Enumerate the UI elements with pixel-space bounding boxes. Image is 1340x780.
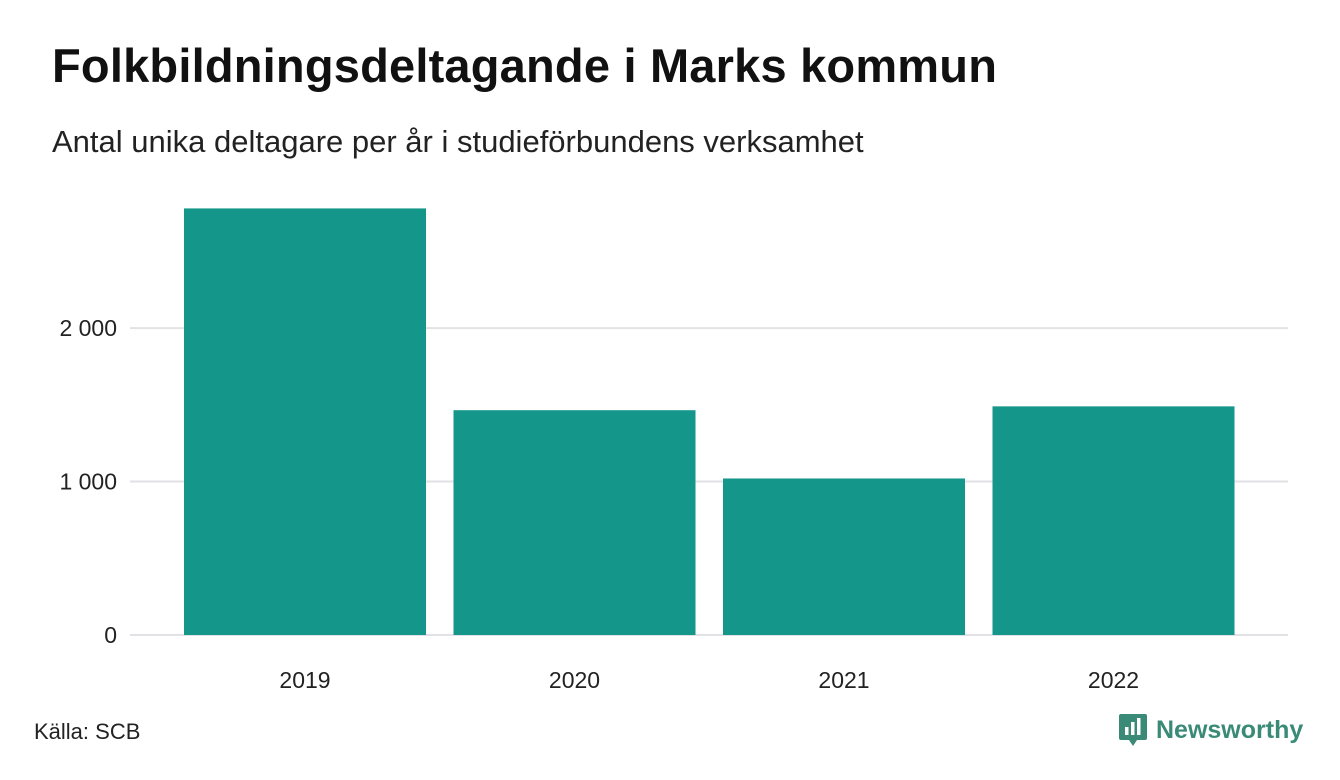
bar [184,208,426,635]
source-note: Källa: SCB [34,719,141,744]
x-tick-label: 2021 [818,667,869,693]
y-tick-label: 2 000 [59,315,117,341]
y-tick-label: 0 [104,622,117,648]
x-tick-label: 2022 [1088,667,1139,693]
y-tick-label: 1 000 [59,469,117,495]
bar [992,406,1235,635]
newsworthy-logo-icon [1119,714,1147,746]
chart-title: Folkbildningsdeltagande i Marks kommun [52,39,998,92]
bar [723,478,965,635]
bar-chart: 0 1 000 2 000 2019 2020 2021 2022 [59,208,1288,693]
bar [453,410,696,635]
brand-logo: Newsworthy [1118,712,1303,748]
x-tick-label: 2019 [279,667,330,693]
brand-name: Newsworthy [1156,715,1304,744]
chart-subtitle: Antal unika deltagare per år i studieför… [52,124,864,159]
x-tick-label: 2020 [549,667,600,693]
